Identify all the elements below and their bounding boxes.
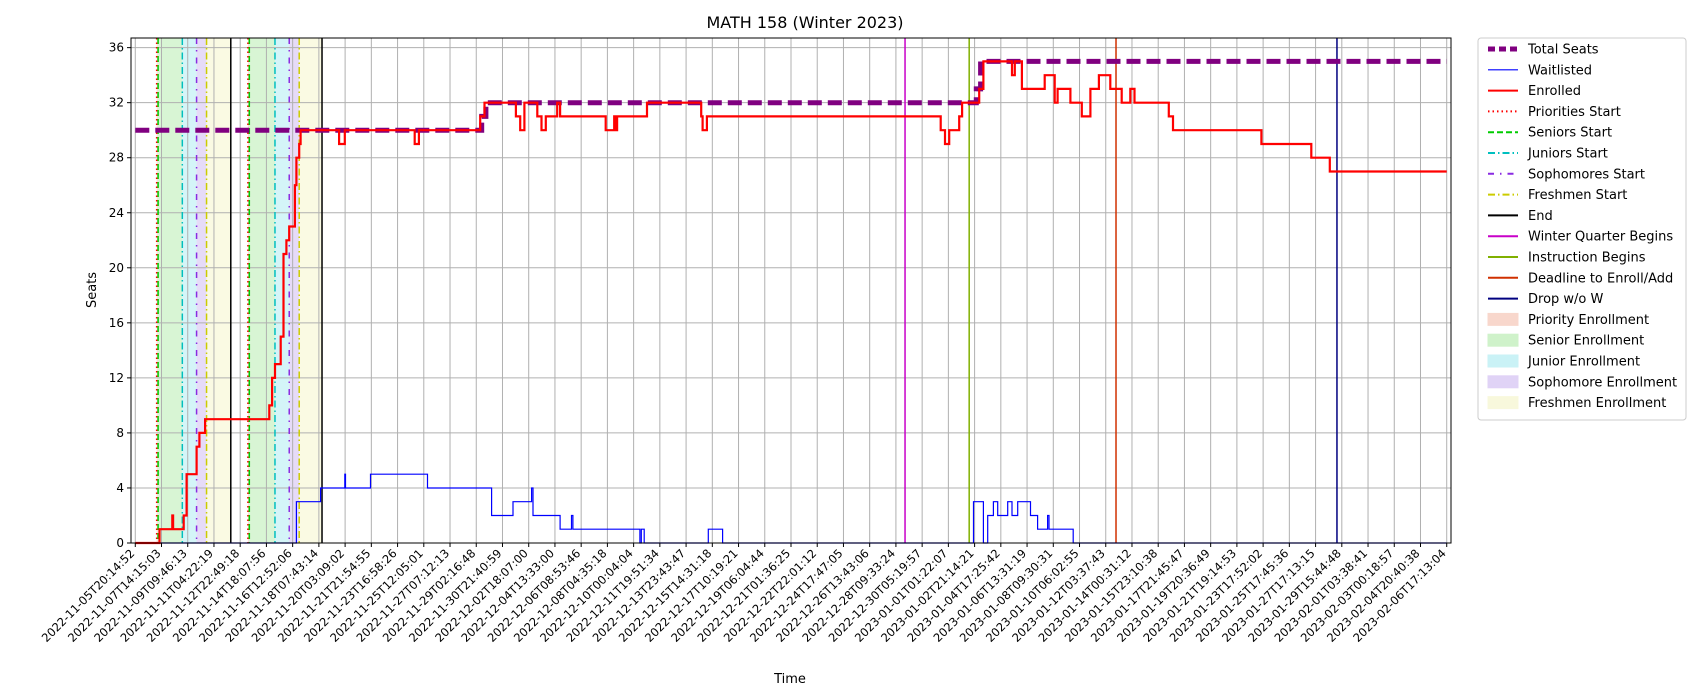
legend-swatch: [1487, 396, 1519, 410]
legend-label: Freshmen Enrollment: [1528, 396, 1666, 411]
y-tick-label: 16: [109, 316, 124, 330]
y-axis-label: Seats: [85, 272, 100, 308]
chart-title: MATH 158 (Winter 2023): [706, 13, 903, 32]
legend-label: Priority Enrollment: [1528, 313, 1649, 328]
legend-swatch: [1487, 312, 1519, 326]
legend-label: Senior Enrollment: [1528, 334, 1644, 349]
legend-swatch: [1487, 354, 1519, 368]
data-series: [135, 58, 1447, 545]
enrollment-band: [158, 38, 183, 543]
enrollment-band: [249, 38, 275, 543]
legend-frame: [1477, 37, 1687, 421]
enrollment-bands: [156, 38, 323, 543]
legend-swatch: [1487, 333, 1519, 347]
y-tick-label: 4: [116, 481, 124, 495]
y-tick-label: 36: [109, 41, 124, 55]
y-tick-label: 20: [109, 261, 124, 275]
enrollment-band: [182, 38, 197, 543]
y-tick-label: 12: [109, 371, 124, 385]
legend-swatch: [1487, 375, 1519, 389]
legend-label: End: [1528, 209, 1553, 224]
legend-label: Sophomore Enrollment: [1528, 375, 1677, 390]
y-tick-label: 28: [109, 151, 124, 165]
x-axis-label: Time: [773, 672, 806, 687]
y-axis-ticks: 0 4 8 12 16 20 24 28 32 36: [109, 41, 131, 550]
enrollment-band: [206, 38, 231, 543]
series-line: [135, 58, 1447, 133]
y-tick-label: 32: [109, 96, 124, 110]
legend-label: Winter Quarter Begins: [1528, 230, 1673, 245]
legend-label: Deadline to Enroll/Add: [1528, 271, 1673, 286]
legend-label: Junior Enrollment: [1527, 355, 1640, 370]
enrollment-band: [196, 38, 207, 543]
enrollment-band: [289, 38, 300, 543]
legend-label: Drop w/o W: [1528, 292, 1604, 307]
legend-label: Instruction Begins: [1528, 251, 1646, 266]
enrollment-band: [299, 38, 323, 543]
legend: Total Seats Waitlisted Enrolled Priorities …: [1477, 37, 1687, 421]
enrollment-band: [274, 38, 290, 543]
series-line: [135, 473, 1447, 544]
y-tick-label: 24: [109, 206, 124, 220]
y-tick-label: 8: [116, 426, 124, 440]
legend-label: Juniors Start: [1527, 147, 1608, 162]
y-tick-label: 0: [116, 536, 124, 550]
legend-label: Sophomores Start: [1528, 167, 1645, 182]
legend-label: Seniors Start: [1528, 126, 1612, 141]
legend-label: Freshmen Start: [1528, 188, 1627, 203]
legend-label: Enrolled: [1528, 84, 1581, 99]
series-line: [135, 60, 1447, 545]
event-lines: [155, 38, 1338, 543]
legend-label: Total Seats: [1527, 43, 1599, 58]
legend-label: Priorities Start: [1528, 105, 1621, 120]
legend-label: Waitlisted: [1528, 63, 1592, 78]
